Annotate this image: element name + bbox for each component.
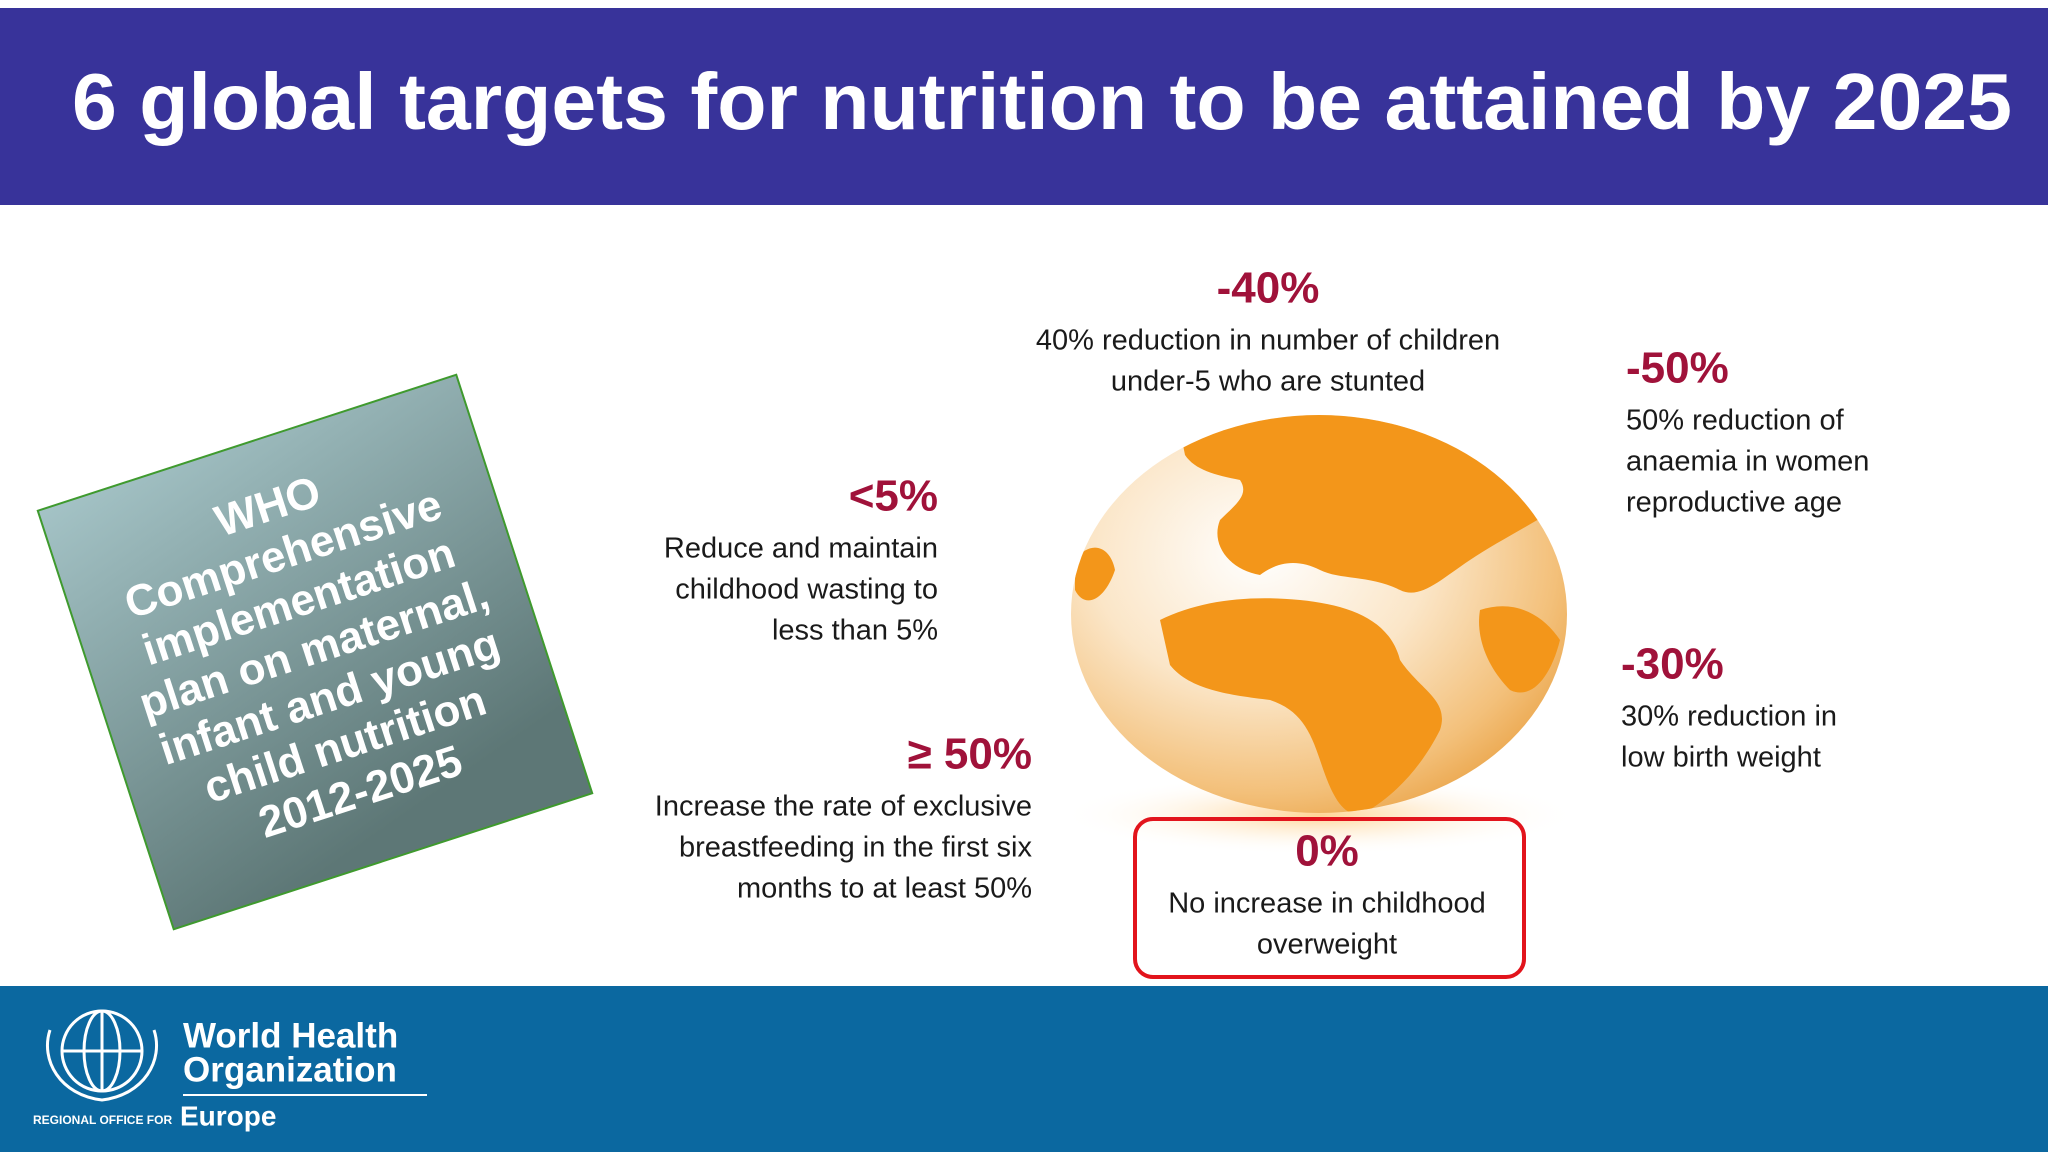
highlight-box: [1133, 817, 1526, 979]
target-description: 50% reduction of: [1626, 405, 1845, 437]
target-description: under-5 who are stunted: [1111, 366, 1425, 398]
island: [1075, 547, 1115, 601]
asia-south: [1479, 606, 1560, 693]
globe: [1059, 415, 1579, 855]
target: ≥ 50% Increase the rate of exclusive breas…: [655, 730, 1033, 905]
target-description: Increase the rate of exclusive: [655, 791, 1032, 823]
plan-box-bg: [36, 373, 594, 931]
footer-band: [0, 986, 2048, 1152]
target: -40% 40% reduction in number of children u…: [1036, 264, 1500, 398]
target: 0% No increase in childhood overweight: [1168, 827, 1486, 961]
target-figure: -40%: [1217, 264, 1320, 313]
target-description: low birth weight: [1621, 742, 1821, 774]
target-description: reproductive age: [1626, 487, 1842, 519]
targets: -40% 40% reduction in number of children u…: [655, 264, 1870, 961]
africa: [1160, 598, 1442, 813]
target-description: childhood wasting to: [675, 574, 938, 606]
globe-glow: [1059, 775, 1579, 855]
target-description: anaemia in women: [1626, 446, 1869, 478]
target-description: 30% reduction in: [1621, 701, 1837, 733]
header-band: [0, 8, 2048, 205]
target-description: 40% reduction in number of children: [1036, 325, 1500, 357]
target-description: Reduce and maintain: [664, 533, 938, 565]
target: <5% Reduce and maintain childhood wasting …: [664, 472, 938, 647]
target-description: less than 5%: [772, 615, 938, 647]
target-figure: <5%: [849, 472, 938, 521]
target-figure: -50%: [1626, 344, 1729, 393]
who-emblem: [45, 1009, 159, 1102]
target-description: breastfeeding in the first six: [679, 832, 1033, 864]
target: -30% 30% reduction in low birth weight: [1621, 640, 1837, 774]
org-name-line: World Health: [183, 1016, 398, 1055]
slide-title: 6 global targets for nutrition to be att…: [72, 57, 2012, 146]
office-name: Europe: [180, 1100, 276, 1131]
target-figure: -30%: [1621, 640, 1724, 689]
target-figure: 0%: [1295, 827, 1359, 876]
target-description: months to at least 50%: [737, 873, 1032, 905]
target-figure: ≥ 50%: [908, 730, 1032, 779]
office-prefix: REGIONAL OFFICE FOR: [33, 1113, 172, 1127]
org-name-line: Organization: [183, 1050, 397, 1089]
target-description: No increase in childhood: [1168, 888, 1486, 920]
target: -50% 50% reduction of anaemia in women repr…: [1626, 344, 1869, 519]
target-description: overweight: [1257, 929, 1397, 961]
